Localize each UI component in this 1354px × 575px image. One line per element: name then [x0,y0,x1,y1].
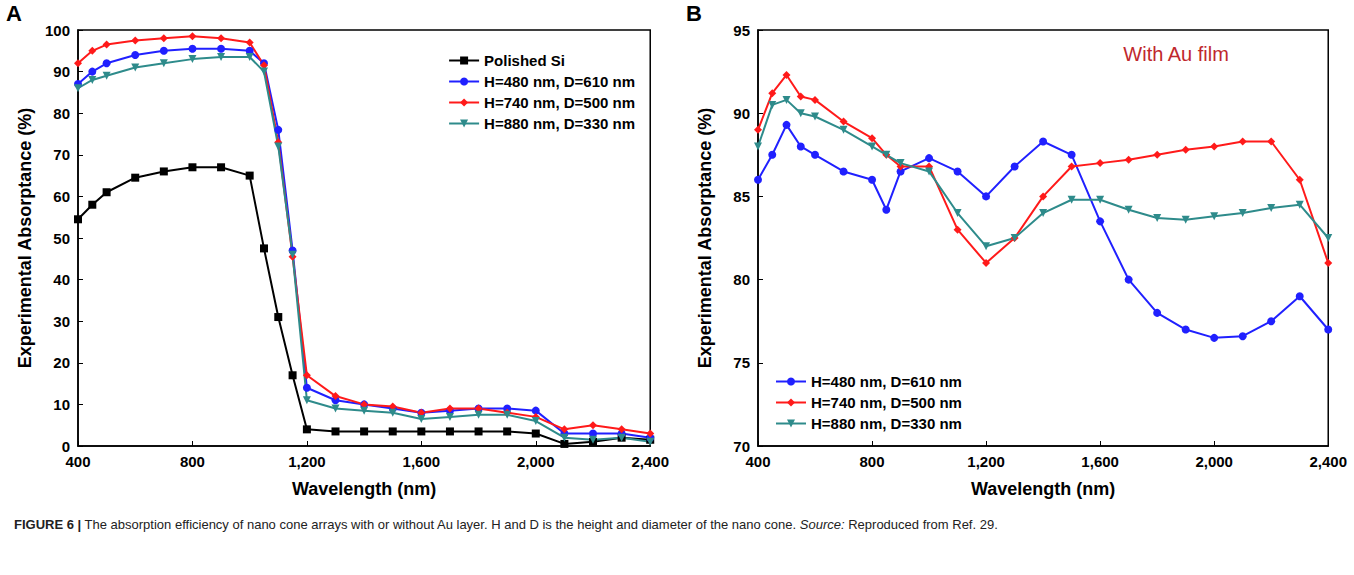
svg-text:90: 90 [53,63,70,80]
svg-text:2,000: 2,000 [517,453,555,470]
svg-text:H=480 nm, D=610 nm: H=480 nm, D=610 nm [811,373,962,390]
svg-text:400: 400 [65,453,90,470]
svg-text:1,600: 1,600 [403,453,441,470]
svg-text:2,400: 2,400 [1309,453,1347,470]
svg-text:2,400: 2,400 [631,453,669,470]
svg-text:80: 80 [733,271,750,288]
svg-text:H=740 nm, D=500 nm: H=740 nm, D=500 nm [811,394,962,411]
svg-text:1,200: 1,200 [288,453,326,470]
svg-text:Wavelength (nm): Wavelength (nm) [971,479,1115,499]
svg-text:95: 95 [733,22,750,39]
svg-text:40: 40 [53,271,70,288]
svg-text:800: 800 [180,453,205,470]
svg-text:Experimental Absorptance (%): Experimental Absorptance (%) [15,108,35,368]
svg-text:With Au film: With Au film [1123,43,1229,65]
svg-text:Polished Si: Polished Si [484,52,565,69]
svg-text:10: 10 [53,396,70,413]
html-text:FIGURE 6 | The absorption effi: FIGURE 6 | The absorption efficiency of … [14,517,998,532]
svg-text:90: 90 [733,105,750,122]
svg-text:1,200: 1,200 [967,453,1005,470]
svg-text:800: 800 [860,453,885,470]
svg-text:80: 80 [53,105,70,122]
svg-text:H=480 nm, D=610 nm: H=480 nm, D=610 nm [484,73,635,90]
svg-text:0: 0 [62,438,70,455]
svg-text:75: 75 [733,354,750,371]
svg-text:A: A [6,1,22,26]
svg-text:B: B [686,1,702,26]
svg-text:50: 50 [53,230,70,247]
svg-text:70: 70 [733,438,750,455]
svg-text:Experimental Absorptance (%): Experimental Absorptance (%) [695,108,715,368]
svg-text:400: 400 [745,453,770,470]
svg-text:Wavelength (nm): Wavelength (nm) [292,479,436,499]
svg-text:30: 30 [53,313,70,330]
svg-text:H=880 nm, D=330 nm: H=880 nm, D=330 nm [484,115,635,132]
svg-text:2,000: 2,000 [1195,453,1233,470]
svg-text:H=740 nm, D=500 nm: H=740 nm, D=500 nm [484,94,635,111]
svg-text:60: 60 [53,188,70,205]
svg-text:H=880 nm, D=330 nm: H=880 nm, D=330 nm [811,415,962,432]
svg-text:70: 70 [53,146,70,163]
svg-text:1,600: 1,600 [1081,453,1119,470]
svg-text:20: 20 [53,354,70,371]
svg-text:100: 100 [45,22,70,39]
svg-text:85: 85 [733,188,750,205]
